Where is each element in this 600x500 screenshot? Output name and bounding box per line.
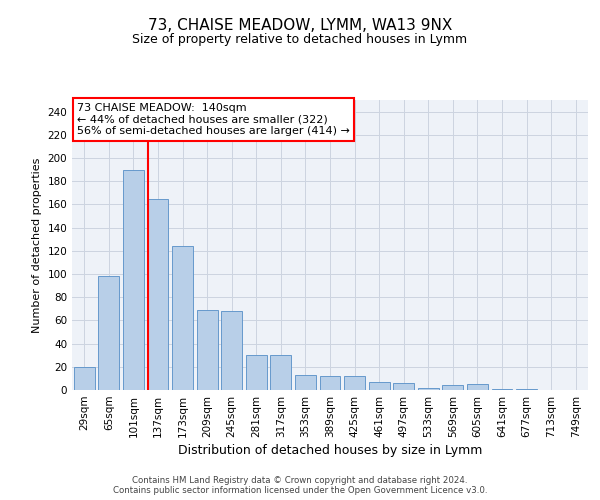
Bar [344, 376, 365, 390]
Text: 73 CHAISE MEADOW:  140sqm
← 44% of detached houses are smaller (322)
56% of semi: 73 CHAISE MEADOW: 140sqm ← 44% of detach… [77, 103, 350, 136]
Bar [74, 367, 95, 390]
Bar [516, 389, 537, 390]
Bar [393, 383, 414, 390]
Text: Size of property relative to detached houses in Lymm: Size of property relative to detached ho… [133, 32, 467, 46]
Text: Contains HM Land Registry data © Crown copyright and database right 2024.
Contai: Contains HM Land Registry data © Crown c… [113, 476, 487, 495]
Bar [295, 375, 316, 390]
Bar [320, 376, 340, 390]
Bar [123, 170, 144, 390]
Bar [368, 382, 389, 390]
Bar [271, 355, 292, 390]
Bar [221, 311, 242, 390]
Bar [491, 389, 512, 390]
Bar [98, 276, 119, 390]
X-axis label: Distribution of detached houses by size in Lymm: Distribution of detached houses by size … [178, 444, 482, 457]
Bar [148, 198, 169, 390]
Bar [246, 355, 267, 390]
Bar [197, 310, 218, 390]
Bar [467, 384, 488, 390]
Bar [172, 246, 193, 390]
Y-axis label: Number of detached properties: Number of detached properties [32, 158, 42, 332]
Bar [442, 386, 463, 390]
Bar [418, 388, 439, 390]
Text: 73, CHAISE MEADOW, LYMM, WA13 9NX: 73, CHAISE MEADOW, LYMM, WA13 9NX [148, 18, 452, 32]
